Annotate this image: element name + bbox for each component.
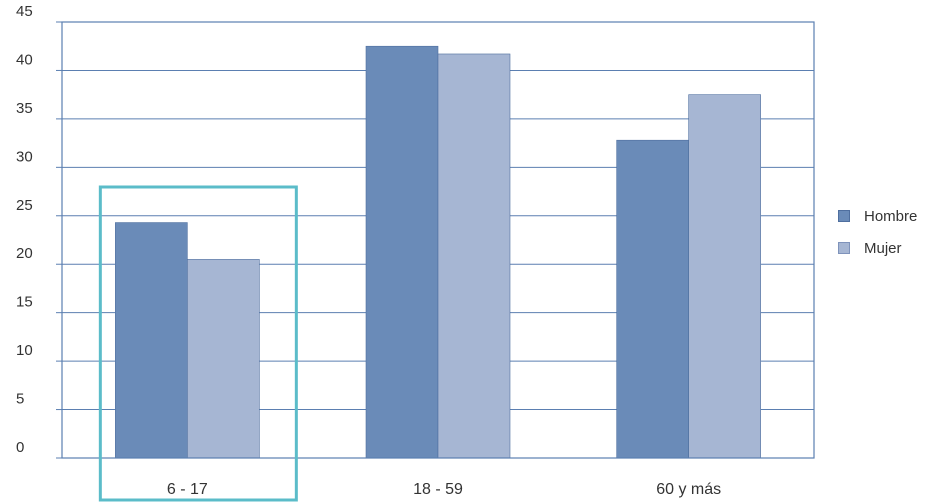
bars	[115, 45, 761, 459]
legend-item-hombre: Hombre	[838, 205, 917, 227]
y-tick-label: 40	[16, 51, 33, 68]
legend: Hombre Mujer	[838, 205, 917, 269]
y-tick-label: 45	[16, 3, 33, 20]
y-tick-label: 5	[16, 391, 24, 408]
y-tick-label: 25	[16, 197, 33, 214]
bar-hombre-1	[365, 45, 439, 459]
x-tick-label: 6 - 17	[167, 481, 208, 498]
x-tick-label: 18 - 59	[413, 481, 463, 498]
bar-mujer-0	[187, 259, 260, 459]
bar-mujer-1	[437, 53, 511, 459]
highlight-rectangle	[98, 185, 298, 502]
bar-hombre-2	[616, 139, 689, 459]
y-tick-label: 15	[16, 294, 33, 311]
legend-item-mujer: Mujer	[838, 237, 917, 259]
legend-swatch-hombre	[838, 210, 850, 222]
legend-label-mujer: Mujer	[864, 239, 902, 257]
x-tick-label: 60 y más	[656, 481, 721, 498]
y-tick-label: 20	[16, 245, 33, 262]
legend-swatch-mujer	[838, 242, 850, 254]
bar-hombre-0	[115, 222, 188, 459]
y-axis-ticks: 0 5 10 15 20 25 30 35 40 45	[16, 3, 62, 459]
highlight-box	[98, 185, 298, 502]
y-tick-label: 30	[16, 148, 33, 165]
legend-label-hombre: Hombre	[864, 207, 918, 225]
y-tick-label: 0	[16, 439, 24, 456]
y-tick-label: 10	[16, 342, 33, 359]
plot-frame	[61, 21, 815, 459]
x-axis-labels: 6 - 17 18 - 59 60 y más	[167, 481, 721, 498]
y-tick-label: 35	[16, 100, 33, 117]
bar-mujer-2	[688, 94, 761, 459]
